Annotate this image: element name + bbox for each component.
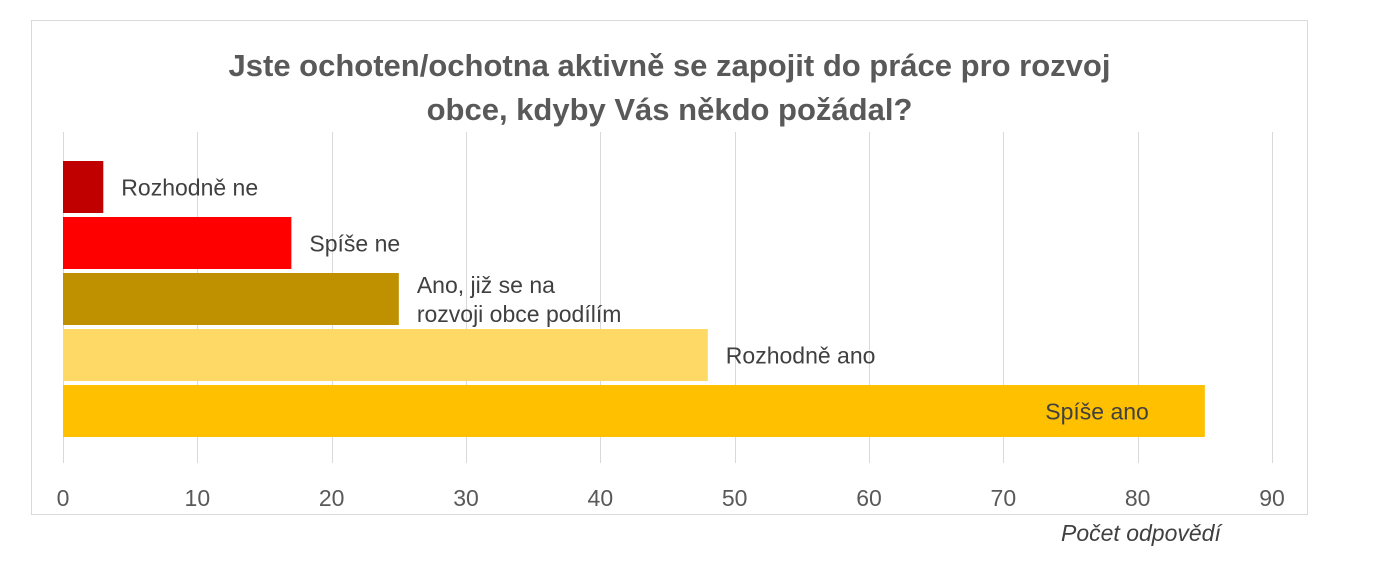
data-label-line: Rozhodně ne	[121, 174, 258, 200]
data-label-line: rozvoji obce podílím	[417, 301, 622, 327]
x-tick-label: 70	[991, 485, 1017, 511]
data-label-3: Ano, již se na rozvoji obce podílím	[417, 272, 622, 327]
chart-title: Jste ochoten/ochotna aktivně se zapojit …	[31, 44, 1308, 132]
x-axis-title: Počet odpovědí	[1061, 520, 1221, 546]
x-tick-label: 0	[57, 485, 70, 511]
data-label-1: Rozhodně ne	[121, 174, 258, 200]
data-labels: Rozhodně ne Spíše ne Ano, již se na rozvoji…	[121, 174, 1149, 424]
chart-title-line-2: obce, kdyby Vás někdo požádal?	[426, 92, 913, 127]
x-tick-label: 20	[319, 485, 345, 511]
data-label-line: Spíše ne	[309, 230, 400, 256]
x-axis-title-background	[1040, 516, 1300, 571]
x-tick-label: 30	[453, 485, 479, 511]
x-tick-label: 50	[722, 485, 748, 511]
x-tick-labels: 0 10 20 30 40 50 60 70 80 90	[57, 485, 1285, 511]
data-label-2: Spíše ne	[309, 230, 400, 256]
data-label-line: Spíše ano	[1045, 398, 1149, 424]
x-tick-label: 90	[1259, 485, 1285, 511]
data-label-5: Spíše ano	[1045, 398, 1149, 424]
bar-1	[63, 161, 104, 213]
bar-4	[63, 329, 708, 381]
data-label-4: Rozhodně ano	[726, 342, 876, 368]
x-tick-label: 60	[856, 485, 882, 511]
data-label-line: Ano, již se na	[417, 272, 555, 298]
x-tick-label: 40	[588, 485, 614, 511]
chart-title-line-1: Jste ochoten/ochotna aktivně se zapojit …	[228, 48, 1111, 83]
bar-2	[63, 217, 292, 269]
data-label-line: Rozhodně ano	[726, 342, 876, 368]
bar-3	[63, 273, 399, 325]
bar-5	[63, 385, 1205, 437]
bars	[63, 161, 1205, 437]
x-tick-label: 80	[1125, 485, 1151, 511]
x-tick-label: 10	[185, 485, 211, 511]
